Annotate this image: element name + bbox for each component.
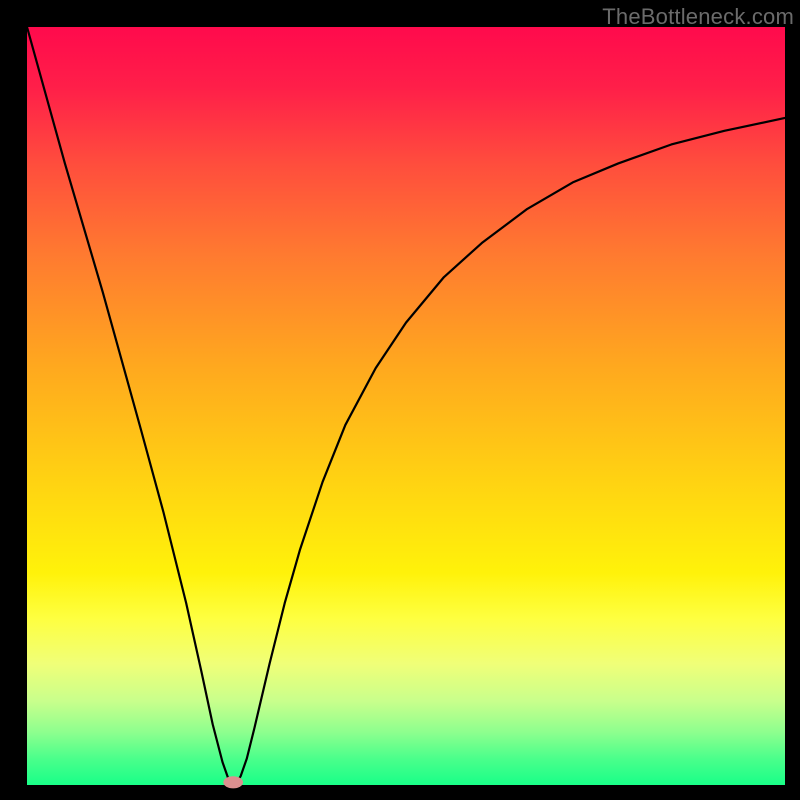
plot-background (27, 27, 785, 785)
minimum-marker (223, 776, 243, 788)
chart-container: TheBottleneck.com (0, 0, 800, 800)
bottleneck-chart (0, 0, 800, 800)
watermark-text: TheBottleneck.com (602, 4, 794, 30)
